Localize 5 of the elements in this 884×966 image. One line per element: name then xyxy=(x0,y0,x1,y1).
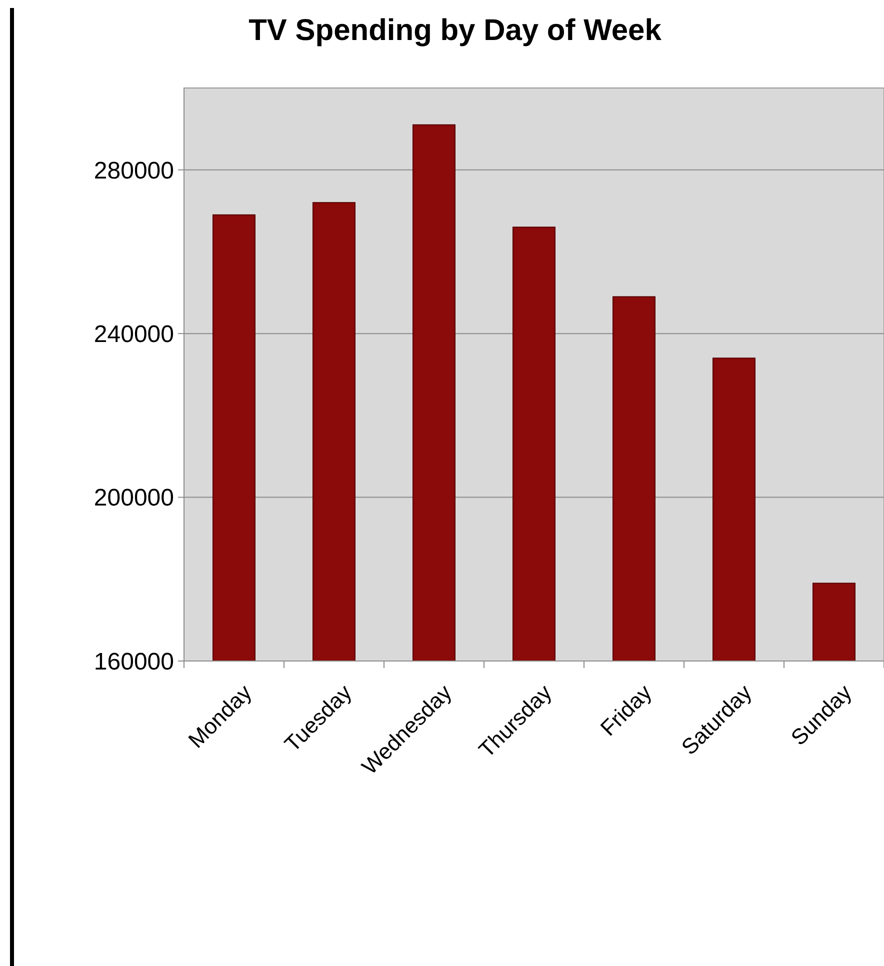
y-tick-label: 280000 xyxy=(94,157,174,184)
y-tick-label: 160000 xyxy=(94,648,174,676)
y-tick-label: 240000 xyxy=(94,320,174,348)
chart-title: TV Spending by Day of Week xyxy=(248,14,662,47)
y-tick-label: 200000 xyxy=(94,484,174,512)
